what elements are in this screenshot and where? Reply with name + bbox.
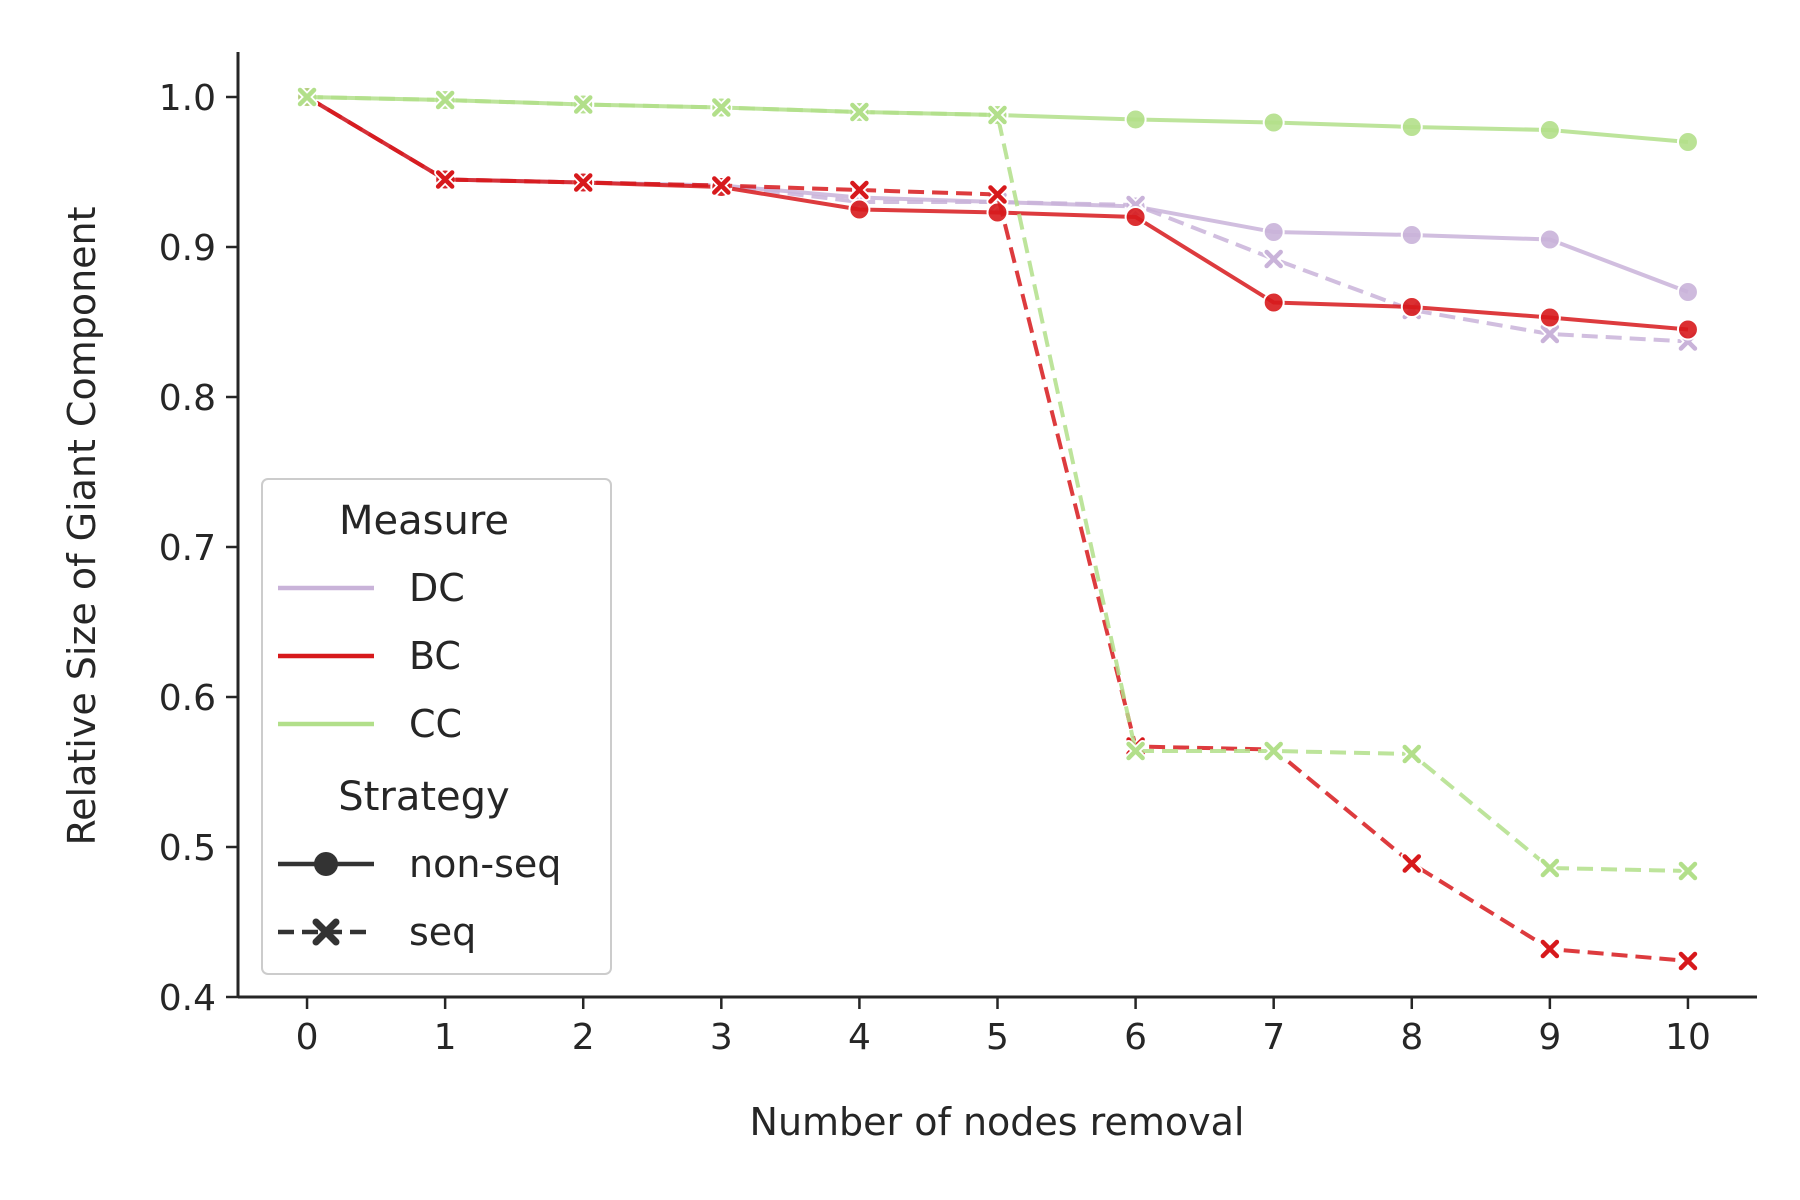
series-line-bc-seq	[305, 95, 1689, 963]
series-cc-seq	[296, 86, 1699, 882]
x-tick-label: 0	[296, 1017, 319, 1058]
legend-label: CC	[409, 702, 462, 746]
marker-cross	[1402, 744, 1422, 764]
data-point-bc-seq	[1400, 852, 1423, 875]
x-tick-label: 10	[1665, 1017, 1711, 1058]
legend: Measure DC BC CC Strategy non-seq seq	[261, 478, 612, 975]
data-point-cc-seq	[1400, 743, 1423, 765]
data-point-bc-non-seq	[1538, 306, 1561, 329]
data-point-bc-seq	[848, 179, 871, 201]
axes: 0 1 2 3 4 5 6 7 8 9 10 0.4 0.5 0.6 0.7 0.8 0.9 1.0	[159, 52, 1757, 1058]
x-tick-label: 2	[572, 1017, 595, 1058]
data-point-bc-seq	[1538, 938, 1561, 960]
data-point-dc-non-seq	[1538, 228, 1561, 251]
data-point-bc-non-seq	[1400, 296, 1423, 318]
data-point-bc-seq	[1676, 950, 1699, 972]
marker-cross	[573, 95, 593, 114]
data-point-cc-non-seq	[1400, 116, 1423, 138]
legend-item-seq: seq	[278, 910, 476, 954]
data-point-bc-non-seq	[1124, 206, 1147, 228]
x-axis-title: Number of nodes removal	[750, 1100, 1245, 1144]
marker-cross	[1678, 951, 1698, 971]
marker-cross	[297, 87, 317, 107]
data-point-bc-seq	[986, 183, 1009, 206]
x-tick-label: 8	[1400, 1017, 1423, 1058]
marker-cross	[1540, 939, 1560, 959]
series-line-cc-seq	[306, 95, 1689, 873]
legend-box	[261, 478, 612, 975]
data-point-dc-non-seq	[1400, 224, 1423, 246]
marker-cross	[1678, 861, 1698, 881]
marker-cross	[435, 170, 455, 189]
marker-cross	[1540, 324, 1560, 344]
x-tick-label: 7	[1262, 1017, 1285, 1058]
y-tick-label: 1.0	[159, 78, 216, 119]
data-point-bc-non-seq	[1262, 291, 1285, 314]
data-point-cc-seq	[296, 86, 319, 108]
marker-cross	[1264, 741, 1283, 761]
series-layer	[296, 86, 1699, 972]
data-point-dc-non-seq	[1676, 281, 1699, 303]
legend-label: BC	[409, 634, 461, 678]
data-point-bc-seq	[710, 174, 733, 197]
data-point-cc-seq	[1262, 740, 1285, 762]
data-point-cc-seq	[572, 93, 595, 116]
data-point-bc-non-seq	[1676, 318, 1699, 341]
marker-cross	[988, 105, 1007, 125]
data-point-cc-non-seq	[1124, 108, 1147, 131]
legend-marker	[314, 852, 338, 876]
legend-measure-title: Measure	[339, 498, 509, 544]
x-tick-label: 5	[986, 1017, 1009, 1058]
data-point-cc-non-seq	[1538, 119, 1561, 141]
marker-cross	[573, 173, 593, 192]
legend-label: DC	[409, 566, 465, 610]
marker-cross	[1540, 858, 1560, 878]
data-point-cc-seq	[1124, 740, 1147, 762]
marker-cross	[1126, 741, 1145, 761]
data-point-bc-non-seq	[848, 198, 871, 221]
data-point-cc-seq	[986, 104, 1009, 126]
y-tick-label: 0.8	[159, 378, 216, 419]
y-tick-label: 0.6	[159, 678, 216, 719]
marker-cross	[850, 102, 869, 122]
x-tick-label: 6	[1124, 1017, 1147, 1058]
data-point-cc-non-seq	[1262, 111, 1285, 134]
x-tick-label: 9	[1538, 1017, 1561, 1058]
x-tick-label: 4	[848, 1017, 871, 1058]
legend-marker	[312, 918, 340, 946]
legend-item-bc: BC	[278, 634, 461, 678]
data-point-dc-non-seq	[1262, 221, 1285, 243]
data-point-cc-seq	[434, 89, 457, 111]
marker-cross	[712, 98, 731, 117]
marker-cross	[712, 176, 731, 195]
legend-item-non-seq: non-seq	[278, 842, 561, 886]
data-point-cc-seq	[848, 101, 871, 123]
legend-item-dc: DC	[278, 566, 465, 610]
data-point-cc-non-seq	[1676, 131, 1699, 153]
data-point-bc-seq	[572, 171, 595, 194]
marker-cross	[988, 185, 1007, 204]
data-point-cc-seq	[1538, 857, 1561, 879]
y-axis-title: Relative Size of Giant Component	[60, 206, 104, 845]
data-point-bc-seq	[434, 168, 457, 191]
x-tick-label: 1	[434, 1017, 457, 1058]
marker-cross	[1402, 854, 1422, 873]
legend-label: non-seq	[409, 842, 561, 886]
y-tick-label: 0.9	[159, 228, 216, 269]
legend-item-cc: CC	[278, 702, 462, 746]
marker-cross	[1264, 249, 1283, 269]
y-tick-label: 0.4	[159, 978, 216, 1019]
data-point-dc-seq	[1538, 323, 1561, 345]
legend-label: seq	[409, 910, 476, 954]
x-tick-label: 3	[710, 1017, 733, 1058]
marker-cross	[850, 180, 869, 200]
marker-cross	[435, 90, 455, 110]
y-tick-label: 0.7	[159, 528, 216, 569]
y-tick-label: 0.5	[159, 828, 216, 869]
data-point-cc-seq	[1676, 860, 1699, 882]
data-point-dc-seq	[1262, 248, 1285, 270]
legend-strategy-title: Strategy	[338, 774, 509, 820]
data-point-cc-seq	[710, 96, 733, 119]
